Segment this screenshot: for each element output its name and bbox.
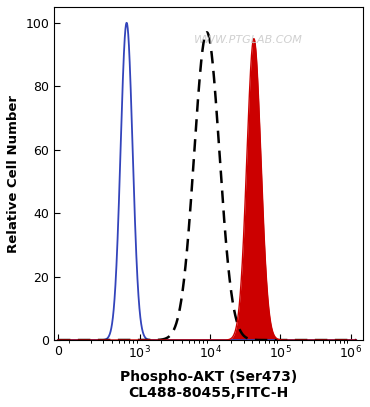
Text: WWW.PTGLAB.COM: WWW.PTGLAB.COM [194, 35, 303, 45]
Y-axis label: Relative Cell Number: Relative Cell Number [7, 94, 20, 252]
X-axis label: Phospho-AKT (Ser473)
CL488-80455,FITC-H: Phospho-AKT (Ser473) CL488-80455,FITC-H [120, 370, 297, 400]
